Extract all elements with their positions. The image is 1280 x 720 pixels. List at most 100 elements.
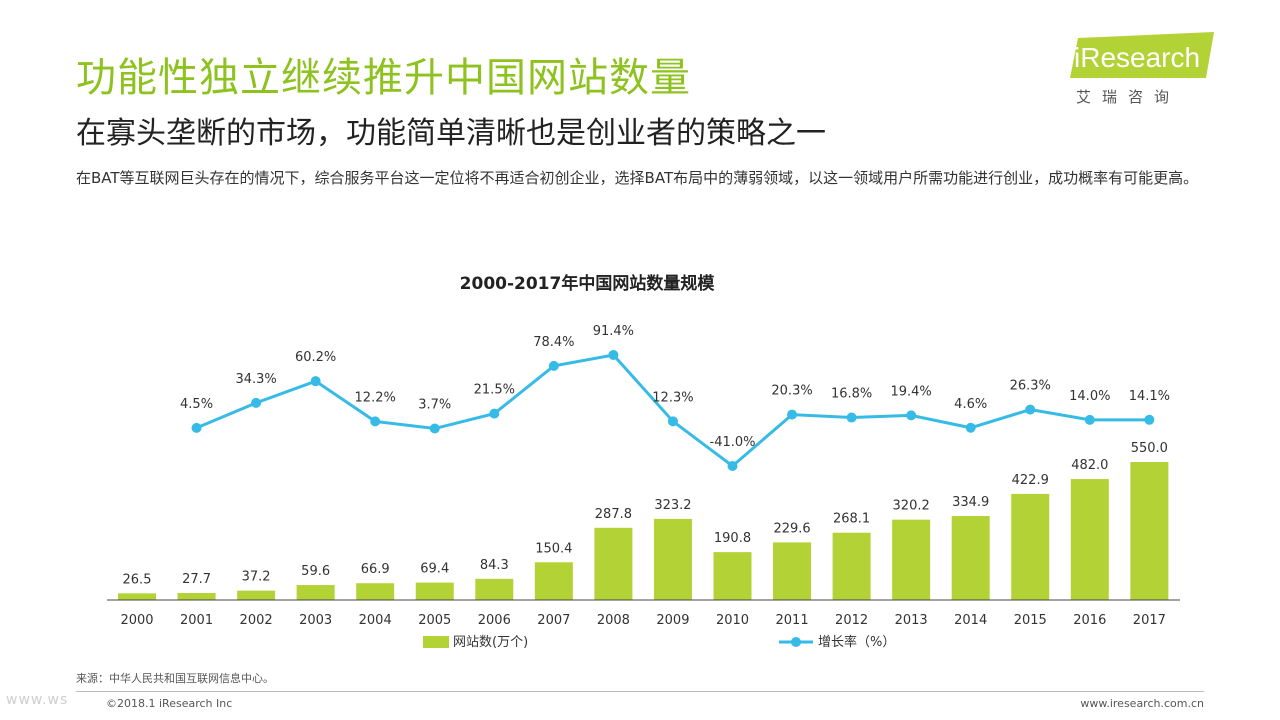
growth-point-2001 [191,422,202,433]
page-subtitle: 在寡头垄断的市场，功能简单清晰也是创业者的策略之一 [76,116,826,151]
x-tick-2004: 2004 [359,613,392,628]
chart-title: 2000-2017年中国网站数量规模 [460,273,716,294]
bar-label-2007: 150.4 [535,541,572,556]
bar-label-2017: 550.0 [1131,441,1168,456]
bar-label-2010: 190.8 [714,531,751,546]
bar-2009 [653,518,692,600]
bar-label-2014: 334.9 [952,495,989,510]
growth-rate-line [195,353,1150,468]
growth-point-2014 [965,422,976,433]
growth-label-2005: 3.7% [418,398,451,413]
bar-2006 [475,578,514,600]
legend-line-label: 增长率（%） [818,634,895,650]
bar-label-2001: 27.7 [182,572,211,587]
bar-label-2009: 323.2 [654,498,691,513]
x-tick-2012: 2012 [835,613,868,628]
logo-brand-text: iResearch [1074,42,1201,73]
x-tick-2001: 2001 [180,613,213,628]
logo-cn-text: 艾瑞咨询 [1076,88,1181,106]
bar-label-2011: 229.6 [773,521,810,536]
watermark-text: www.ws [6,692,69,708]
growth-label-2004: 12.2% [355,390,396,405]
growth-label-2011: 20.3% [771,384,812,399]
x-tick-2015: 2015 [1014,613,1047,628]
bar-2001 [177,593,216,600]
bar-2005 [415,582,454,600]
growth-point-2013 [906,410,917,421]
growth-point-2004 [370,416,381,427]
footer-website-link[interactable]: www.iresearch.com.cn [1080,697,1204,710]
x-tick-2010: 2010 [716,613,749,628]
bar-2000 [118,593,156,600]
bar-2008 [594,527,633,600]
x-tick-2011: 2011 [776,613,809,628]
growth-label-2006: 21.5% [474,383,515,398]
bar-2015 [1011,493,1050,600]
x-tick-2009: 2009 [656,613,689,628]
bar-label-2016: 482.0 [1071,458,1108,473]
bar-label-2003: 59.6 [301,564,330,579]
footer-copyright: ©2018.1 iResearch Inc [106,697,233,710]
growth-label-2009: 12.3% [652,390,693,405]
growth-label-2010: -41.0% [710,435,756,450]
bar-2016 [1070,479,1109,600]
x-tick-2008: 2008 [597,613,630,628]
growth-point-2003 [310,376,321,387]
legend-line-dot [791,637,801,647]
bar-2002 [237,590,276,600]
growth-label-2003: 60.2% [295,350,336,365]
bar-2012 [832,532,871,600]
growth-point-2012 [846,412,857,423]
x-tick-2016: 2016 [1073,613,1106,628]
logo-mark [1070,32,1214,78]
growth-point-2009 [667,416,678,427]
growth-point-2015 [1025,404,1036,415]
growth-point-2007 [548,360,559,371]
intro-paragraph: 在BAT等互联网巨头存在的情况下，综合服务平台这一定位将不再适合初创企业，选择B… [76,169,1199,187]
x-tick-2006: 2006 [478,613,511,628]
growth-label-2013: 19.4% [890,384,931,399]
bar-label-2005: 69.4 [420,562,449,577]
legend-bar-swatch [423,636,449,648]
bar-label-2008: 287.8 [595,507,632,522]
x-tick-2014: 2014 [954,613,987,628]
growth-point-2008 [608,350,619,360]
bar-2011 [773,542,812,600]
x-tick-2002: 2002 [240,613,273,628]
growth-label-2007: 78.4% [533,335,574,350]
bar-label-2004: 66.9 [361,562,390,577]
bar-2007 [534,562,573,600]
growth-point-2005 [429,423,440,434]
x-tick-2013: 2013 [895,613,928,628]
growth-label-2008: 91.4% [593,324,634,339]
iresearch-logo: iResearch 艾瑞咨询 [1064,30,1224,110]
bar-2017 [1130,462,1169,600]
bar-label-2000: 26.5 [123,572,152,587]
x-tick-2003: 2003 [299,613,332,628]
x-tick-2000: 2000 [120,613,153,628]
footer-source: 来源：中华人民共和国互联网信息中心。 [76,672,274,685]
growth-point-2016 [1084,414,1095,425]
growth-label-2016: 14.0% [1069,389,1110,404]
bar-2014 [951,515,990,600]
x-tick-2007: 2007 [537,613,570,628]
x-tick-2005: 2005 [418,613,451,628]
growth-point-2011 [787,409,798,420]
bar-label-2012: 268.1 [833,512,870,527]
growth-label-2012: 16.8% [831,387,872,402]
growth-label-2015: 26.3% [1010,379,1051,394]
footer-divider [76,691,1204,692]
bar-2003 [296,585,335,600]
legend-bar-label: 网站数(万个) [453,635,528,650]
bar-label-2015: 422.9 [1012,473,1049,488]
bar-label-2006: 84.3 [480,558,509,573]
growth-point-2010 [727,461,738,471]
growth-point-2017 [1144,414,1155,425]
page-title: 功能性独立继续推升中国网站数量 [76,55,691,101]
bar-2013 [892,519,931,600]
growth-label-2001: 4.5% [180,397,213,412]
growth-label-2014: 4.6% [954,397,987,412]
x-tick-2017: 2017 [1133,613,1166,628]
growth-label-2017: 14.1% [1129,389,1170,404]
bar-2004 [356,583,395,600]
